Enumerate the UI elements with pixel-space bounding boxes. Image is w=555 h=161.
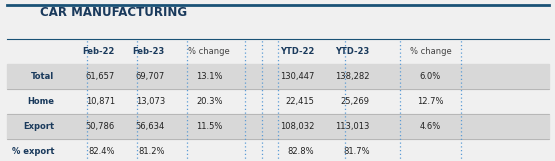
Text: 138,282: 138,282	[335, 72, 370, 81]
Text: 56,634: 56,634	[135, 122, 165, 131]
Text: 108,032: 108,032	[280, 122, 314, 131]
Text: 4.6%: 4.6%	[420, 122, 441, 131]
Text: YTD-23: YTD-23	[335, 47, 370, 56]
Text: 13.1%: 13.1%	[196, 72, 223, 81]
Text: Feb-22: Feb-22	[83, 47, 115, 56]
Text: 50,786: 50,786	[86, 122, 115, 131]
Text: 82.4%: 82.4%	[89, 147, 115, 156]
Text: 82.8%: 82.8%	[287, 147, 314, 156]
Text: Total: Total	[31, 72, 54, 81]
Text: % change: % change	[188, 47, 230, 56]
Text: 12.7%: 12.7%	[417, 97, 444, 106]
Text: Feb-23: Feb-23	[133, 47, 165, 56]
Text: % export: % export	[12, 147, 54, 156]
Text: 81.2%: 81.2%	[138, 147, 165, 156]
Text: 10,871: 10,871	[86, 97, 115, 106]
Text: 11.5%: 11.5%	[196, 122, 223, 131]
Bar	[7, 114, 549, 139]
Text: 69,707: 69,707	[135, 72, 165, 81]
Text: % change: % change	[410, 47, 451, 56]
Text: Home: Home	[27, 97, 54, 106]
Text: 130,447: 130,447	[280, 72, 314, 81]
Text: 6.0%: 6.0%	[420, 72, 441, 81]
Text: 113,013: 113,013	[335, 122, 370, 131]
Bar	[7, 64, 549, 89]
Text: CAR MANUFACTURING: CAR MANUFACTURING	[41, 6, 188, 19]
Text: 20.3%: 20.3%	[196, 97, 223, 106]
Text: YTD-22: YTD-22	[280, 47, 314, 56]
Text: 13,073: 13,073	[135, 97, 165, 106]
Text: 22,415: 22,415	[285, 97, 314, 106]
Text: 81.7%: 81.7%	[343, 147, 370, 156]
Text: 61,657: 61,657	[86, 72, 115, 81]
Text: 25,269: 25,269	[341, 97, 370, 106]
Text: Export: Export	[23, 122, 54, 131]
